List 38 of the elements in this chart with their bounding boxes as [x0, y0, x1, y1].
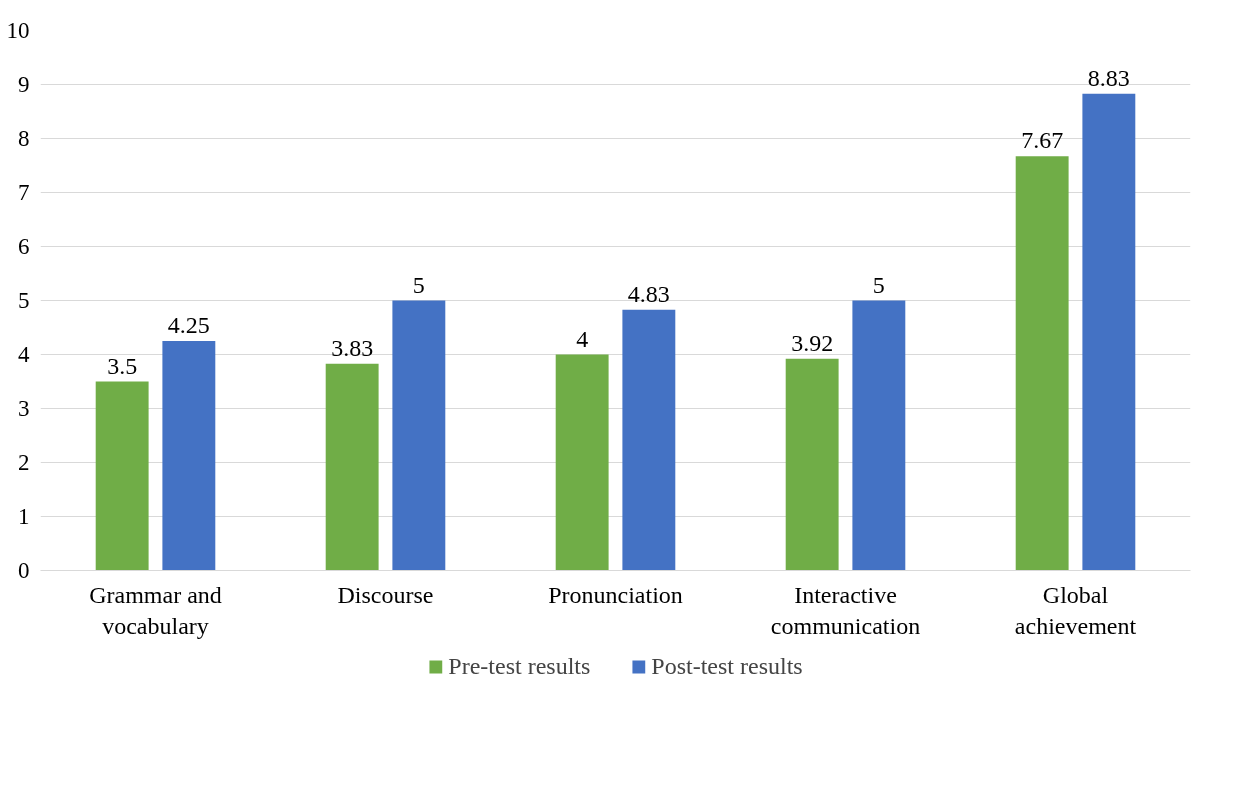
y-tick-label: 7	[18, 180, 30, 205]
data-label: 3.5	[107, 352, 138, 379]
x-tick-label: Discourse	[337, 581, 434, 608]
data-label: 4	[576, 325, 589, 352]
x-tick-label: Interactive communication	[770, 581, 921, 639]
data-label: 3.83	[331, 334, 374, 361]
data-label: 7.67	[1021, 127, 1064, 154]
y-tick-label: 5	[18, 288, 30, 313]
y-tick-label: 3	[18, 396, 30, 421]
bar	[325, 363, 379, 571]
bar	[852, 300, 906, 571]
y-tick-label: 9	[18, 72, 30, 97]
data-label: 8.83	[1087, 64, 1130, 91]
y-tick-label: 2	[18, 450, 30, 475]
y-tick-label: 8	[18, 126, 30, 151]
bar	[1015, 156, 1069, 571]
x-tick-label: Grammar and vocabulary	[89, 581, 222, 639]
bar	[622, 309, 676, 571]
y-tick-label: 6	[18, 234, 30, 259]
data-label: 5	[412, 271, 425, 298]
y-tick-label: 0	[18, 558, 30, 583]
legend-label: Pre-test results	[448, 652, 591, 680]
data-label: 4.83	[627, 280, 670, 307]
bar	[392, 300, 446, 571]
y-tick-label: 1	[18, 504, 30, 529]
bar	[785, 358, 839, 571]
y-tick-label: 10	[6, 18, 30, 43]
y-tick-label: 4	[18, 342, 30, 367]
bar	[1082, 93, 1136, 571]
x-tick-label: Pronunciation	[548, 581, 683, 608]
x-tick-label: Global achievement	[1014, 581, 1137, 639]
bar	[162, 341, 216, 571]
data-label: 5	[872, 271, 885, 298]
data-label: 4.25	[167, 312, 210, 338]
bar	[555, 354, 609, 571]
bar	[95, 381, 149, 571]
legend-label: Post-test results	[651, 652, 803, 680]
data-label: 3.92	[791, 329, 834, 356]
